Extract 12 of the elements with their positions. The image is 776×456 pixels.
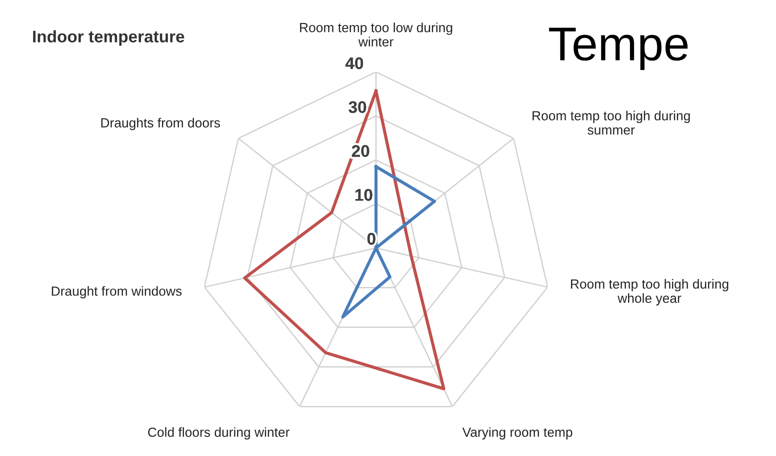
spoke-label: Room temp too high during whole year [571, 279, 728, 306]
spoke-label: Draught from windows [52, 286, 182, 298]
y-tick-label: 30 [348, 101, 366, 114]
spoke-label: Room temp too low during winter [300, 22, 452, 46]
chart-title: Indoor temperature [33, 30, 184, 46]
spoke-label: Draughts from doors [101, 118, 220, 130]
y-tick-label: 10 [355, 189, 372, 201]
y-tick-label: 40 [345, 57, 364, 70]
spoke-label: Varying room temp [462, 427, 572, 440]
spoke-label: Room temp too high during summer [532, 110, 690, 135]
spoke-label: Cold floors during winter [148, 427, 290, 440]
text: Tempe [549, 28, 688, 70]
